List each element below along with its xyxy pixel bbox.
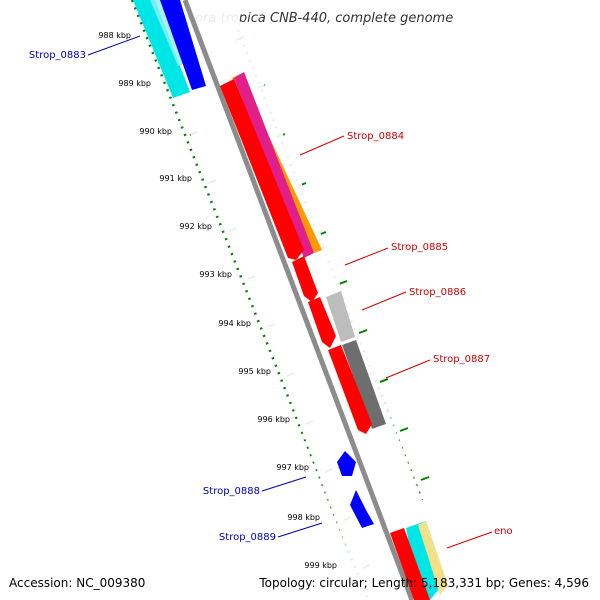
callout-line xyxy=(344,247,389,266)
callout-line xyxy=(261,476,307,492)
strop-0883-arrow xyxy=(160,0,206,90)
tick-label: 989 kbp xyxy=(118,79,151,88)
callout-line xyxy=(385,359,431,379)
tick-label: 996 kbp xyxy=(257,415,290,424)
strop-0884-arrow xyxy=(220,79,304,260)
tick-label: 999 kbp xyxy=(304,561,337,570)
tick-label: 991 kbp xyxy=(159,174,192,183)
gene-label-strop-0889[interactable]: Strop_0889 xyxy=(219,532,276,543)
cyan-feature-top xyxy=(133,0,190,98)
tick-label: 995 kbp xyxy=(238,367,271,376)
gene-label-strop-0886[interactable]: Strop_0886 xyxy=(409,287,466,298)
gene-label-strop-0887[interactable]: Strop_0887 xyxy=(433,354,490,365)
strop-0888-arrow xyxy=(337,451,356,476)
grey-dark-feature xyxy=(342,340,386,429)
grey-light-feature xyxy=(326,291,355,342)
eno-arrow xyxy=(390,528,430,600)
tick-label: 990 kbp xyxy=(139,127,172,136)
callout-line xyxy=(446,531,493,549)
gene-label-eno[interactable]: eno xyxy=(494,526,513,537)
accession-text: Accession: NC_009380 xyxy=(9,576,146,590)
tick-label: 997 kbp xyxy=(276,463,309,472)
callout-line xyxy=(299,135,345,156)
callout-line xyxy=(87,35,141,56)
genome-summary-text: Topology: circular; Length: 5,183,331 bp… xyxy=(259,576,589,590)
callout-line xyxy=(361,291,407,311)
genome-backbone xyxy=(182,0,415,600)
gene-label-strop-0883[interactable]: Strop_0883 xyxy=(29,50,86,61)
tick-label: 992 kbp xyxy=(179,222,212,231)
tick-label: 998 kbp xyxy=(287,513,320,522)
tick-label: 993 kbp xyxy=(199,270,232,279)
gene-label-strop-0885[interactable]: Strop_0885 xyxy=(391,242,448,253)
callout-line xyxy=(277,522,323,538)
tick-label: 988 kbp xyxy=(98,31,131,40)
gene-label-strop-0884[interactable]: Strop_0884 xyxy=(347,131,404,142)
strop-0889-arrow xyxy=(350,490,374,528)
magenta-feature xyxy=(234,72,314,258)
strop-0887-arrow xyxy=(328,345,372,434)
strop-0885-arrow xyxy=(292,256,318,302)
tick-label: 994 kbp xyxy=(218,319,251,328)
gene-label-strop-0888[interactable]: Strop_0888 xyxy=(203,486,260,497)
strop-0886-arrow xyxy=(308,297,336,348)
